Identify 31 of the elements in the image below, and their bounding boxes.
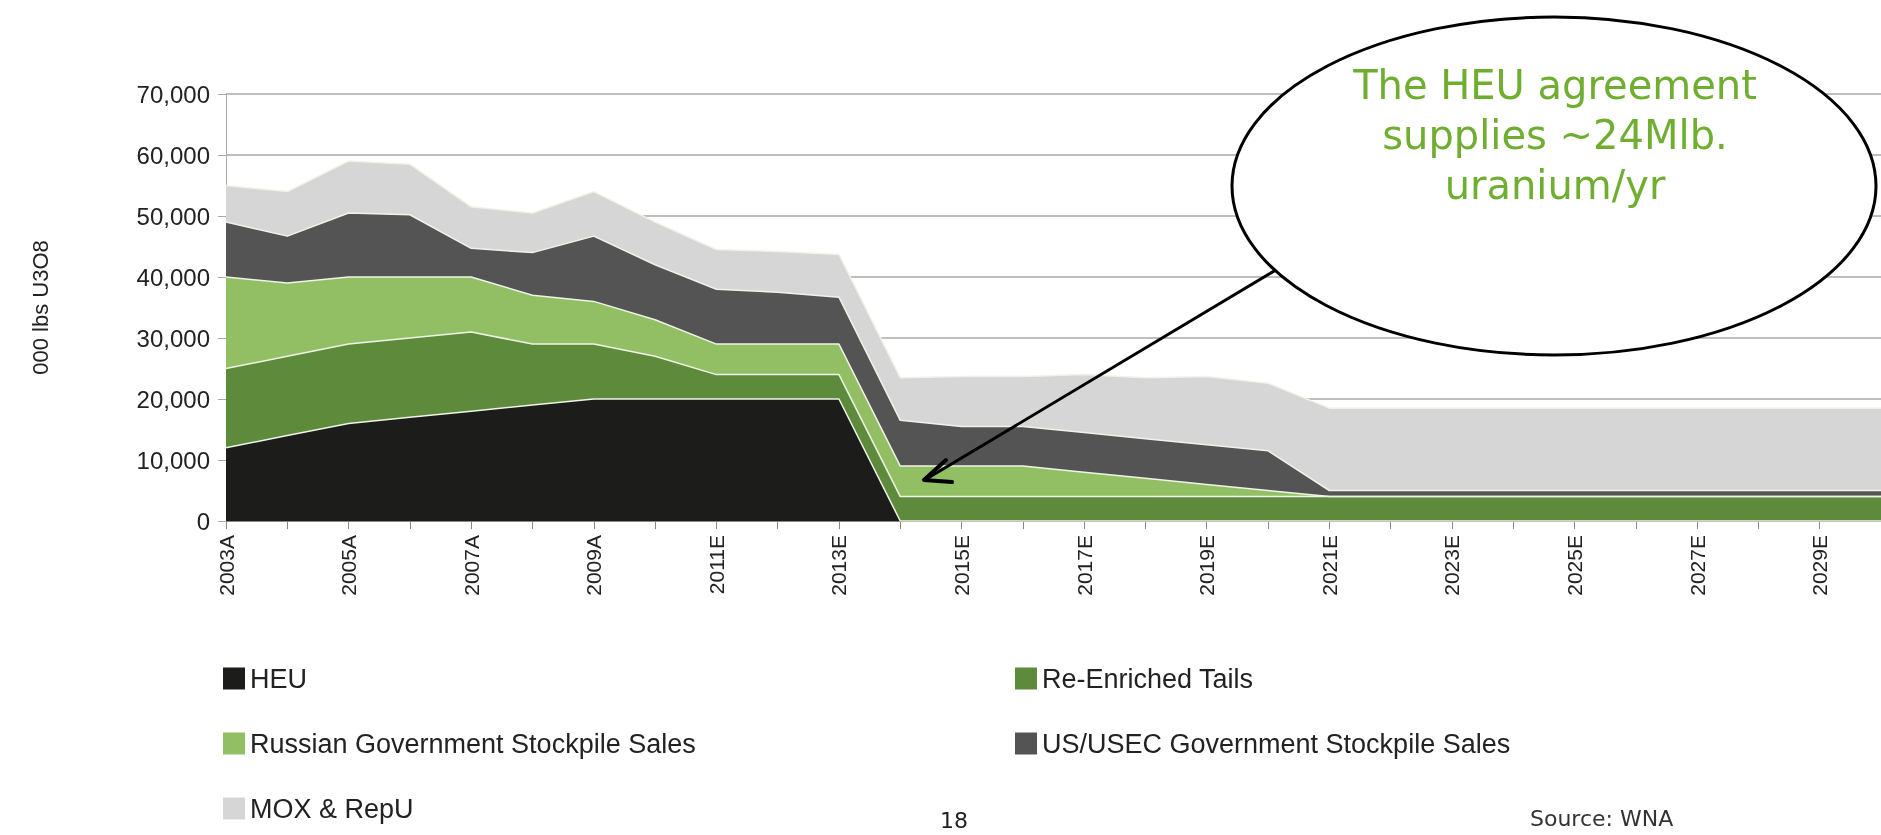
annotation: The HEU agreement supplies ~24Mlb. uranium/yr [1352,61,1758,210]
legend-label: US/USEC Government Stockpile Sales [1042,728,1511,759]
x-tick-label: 2025E [1563,535,1587,596]
legend-label: HEU [250,663,308,694]
y-tick-label: 40,000 [136,263,210,291]
y-axis-title: 000 lbs U3O8 [27,240,53,375]
y-tick-label: 20,000 [136,385,210,413]
text: 18 [940,808,968,833]
x-tick-label: 2015E [950,535,974,596]
y-tick-label: 0 [196,507,210,535]
x-tick-label: 2009A [582,535,606,596]
y-tick-label: 50,000 [136,202,210,230]
x-tick-label: 2007A [459,535,483,596]
x-tick-label: 2017E [1072,535,1096,596]
y-tick-label: 10,000 [136,446,210,474]
legend-label: Re-Enriched Tails [1042,663,1254,694]
x-tick-label: 2011E [704,535,728,595]
x-tick-label: 2027E [1685,535,1709,596]
x-tick-label: 2005A [337,535,361,596]
legend-label: Russian Government Stockpile Sales [250,728,696,759]
x-tick-label: 2023E [1440,535,1464,596]
y-tick-label: 60,000 [136,141,210,169]
x-tick-label: 2029E [1808,535,1832,596]
y-tick-label: 70,000 [136,80,210,108]
source-note: Source: WNA [1530,806,1674,831]
x-tick-label: 2013E [827,535,851,596]
y-tick-label: 30,000 [136,324,210,352]
legend-label: MOX & RepU [250,793,414,824]
x-tick-label: 2003A [214,535,238,596]
x-tick-label: 2021E [1317,535,1341,596]
x-tick-label: 2019E [1195,535,1219,596]
